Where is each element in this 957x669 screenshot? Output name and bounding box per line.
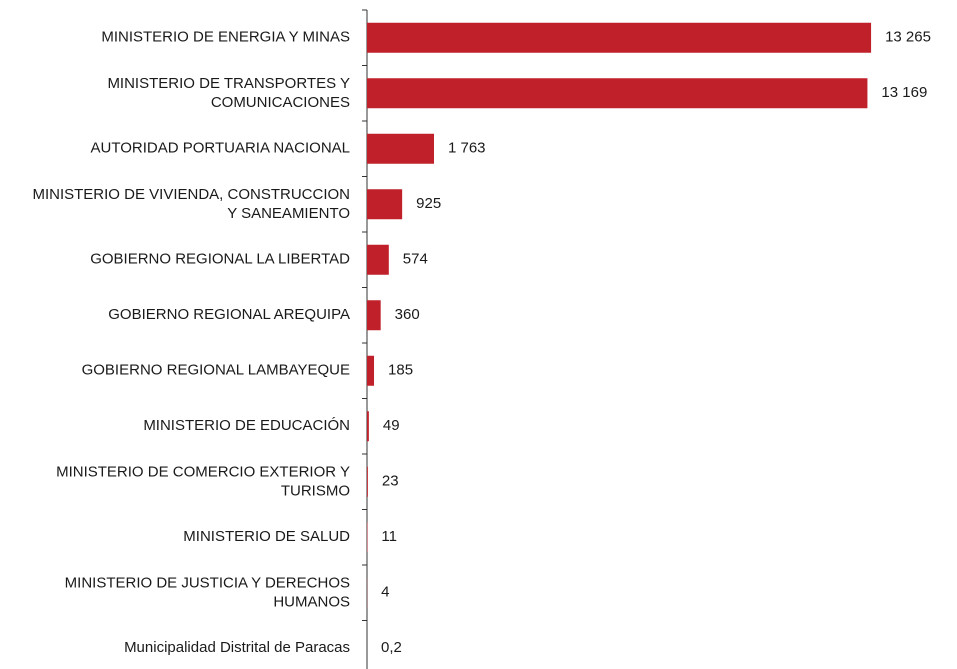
y-tick-label: GOBIERNO REGIONAL LAMBAYEQUE: [82, 362, 350, 379]
bar: [367, 78, 868, 109]
bar: [367, 411, 369, 442]
y-tick-label: AUTORIDAD PORTUARIA NACIONAL: [91, 140, 351, 157]
y-tick-label: MINISTERIO DE SALUD: [183, 528, 350, 545]
bar: [367, 189, 403, 220]
bar: [367, 244, 389, 275]
value-label: 13 265: [885, 29, 931, 46]
y-tick-label: GOBIERNO REGIONAL LA LIBERTAD: [90, 251, 350, 268]
y-tick-label: GOBIERNO REGIONAL AREQUIPA: [108, 306, 350, 323]
value-label: 4: [381, 584, 389, 601]
bar: [367, 22, 872, 53]
y-tick-label: MINISTERIO DE ENERGIA Y MINAS: [101, 29, 350, 46]
y-tick-label: MINISTERIO DE COMERCIO EXTERIOR Y TURISMO: [56, 463, 350, 499]
y-tick-label: Municipalidad Distrital de Paracas: [124, 639, 350, 656]
bar: [367, 355, 375, 386]
value-label: 23: [382, 473, 399, 490]
value-label: 49: [383, 417, 400, 434]
value-label: 360: [395, 306, 420, 323]
y-tick-label: MINISTERIO DE JUSTICIA Y DERECHOS HUMANOS: [65, 574, 350, 610]
value-label: 0,2: [381, 639, 402, 656]
y-tick-label: MINISTERIO DE VIVIENDA, CONSTRUCCION Y SA…: [32, 186, 350, 222]
value-label: 925: [416, 195, 441, 212]
value-label: 1 763: [448, 140, 486, 157]
value-label: 185: [388, 362, 413, 379]
value-label: 11: [381, 528, 397, 545]
value-label: 13 169: [881, 84, 927, 101]
y-tick-label: MINISTERIO DE EDUCACIÓN: [143, 417, 350, 434]
value-label: 574: [403, 251, 428, 268]
y-tick-label: MINISTERIO DE TRANSPORTES Y COMUNICACIONE…: [107, 75, 350, 111]
bar: [367, 466, 368, 497]
bar: [367, 300, 381, 331]
bar: [367, 133, 434, 164]
